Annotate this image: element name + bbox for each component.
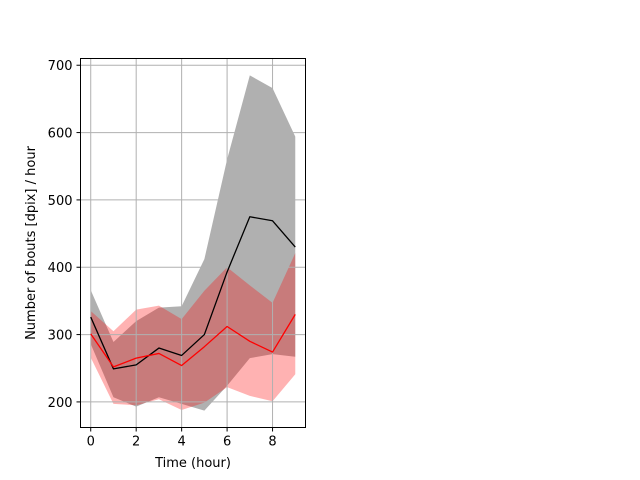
y-tick-label: 700 xyxy=(48,59,73,74)
y-tick-label: 500 xyxy=(48,194,73,209)
y-tick-label: 400 xyxy=(48,261,73,276)
x-axis-ticks: 0 2 4 6 8 xyxy=(87,427,277,450)
y-axis-ticks: 200 300 400 500 600 700 xyxy=(48,59,81,411)
plot-frame xyxy=(80,58,306,428)
x-tick-label: 4 xyxy=(177,435,185,450)
series-line-1 xyxy=(90,314,296,368)
series-band-0 xyxy=(90,75,296,411)
confidence-bands xyxy=(90,75,296,411)
x-tick-label: 0 xyxy=(87,435,95,450)
x-tick-label: 2 xyxy=(132,435,140,450)
y-tick-label: 200 xyxy=(48,396,73,411)
x-tick-label: 6 xyxy=(223,435,231,450)
y-tick-label: 600 xyxy=(48,127,73,142)
y-axis-label: Number of bouts [dpix] / hour xyxy=(24,145,39,339)
series-line-0 xyxy=(90,216,296,370)
series-band-1 xyxy=(90,253,296,410)
x-tick-label: 8 xyxy=(268,435,276,450)
y-tick-label: 300 xyxy=(48,329,73,344)
x-axis-label: Time (hour) xyxy=(154,456,231,471)
series-lines xyxy=(90,216,296,370)
